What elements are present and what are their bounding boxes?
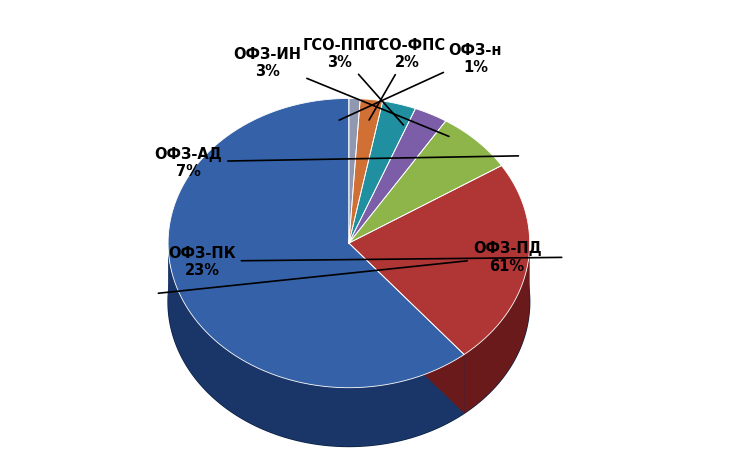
Text: ОФЗ-ПК
23%: ОФЗ-ПК 23%	[168, 245, 562, 278]
Text: ОФЗ-АД
7%: ОФЗ-АД 7%	[155, 146, 518, 179]
Polygon shape	[464, 244, 529, 414]
Polygon shape	[349, 244, 464, 414]
Polygon shape	[349, 244, 464, 414]
Polygon shape	[168, 158, 529, 446]
Polygon shape	[168, 99, 464, 388]
Polygon shape	[349, 122, 502, 244]
Polygon shape	[168, 244, 464, 446]
Text: ОФЗ-ПД
61%: ОФЗ-ПД 61%	[159, 241, 541, 294]
Text: ГСО-ФПС
2%: ГСО-ФПС 2%	[369, 38, 446, 121]
Polygon shape	[349, 166, 529, 355]
Polygon shape	[349, 109, 446, 244]
Text: ОФЗ-н
1%: ОФЗ-н 1%	[339, 42, 502, 121]
Polygon shape	[349, 102, 415, 244]
Polygon shape	[349, 100, 383, 244]
Polygon shape	[349, 99, 360, 244]
Text: ОФЗ-ИН
3%: ОФЗ-ИН 3%	[234, 47, 449, 137]
Text: ГСО-ППС
3%: ГСО-ППС 3%	[303, 38, 404, 126]
